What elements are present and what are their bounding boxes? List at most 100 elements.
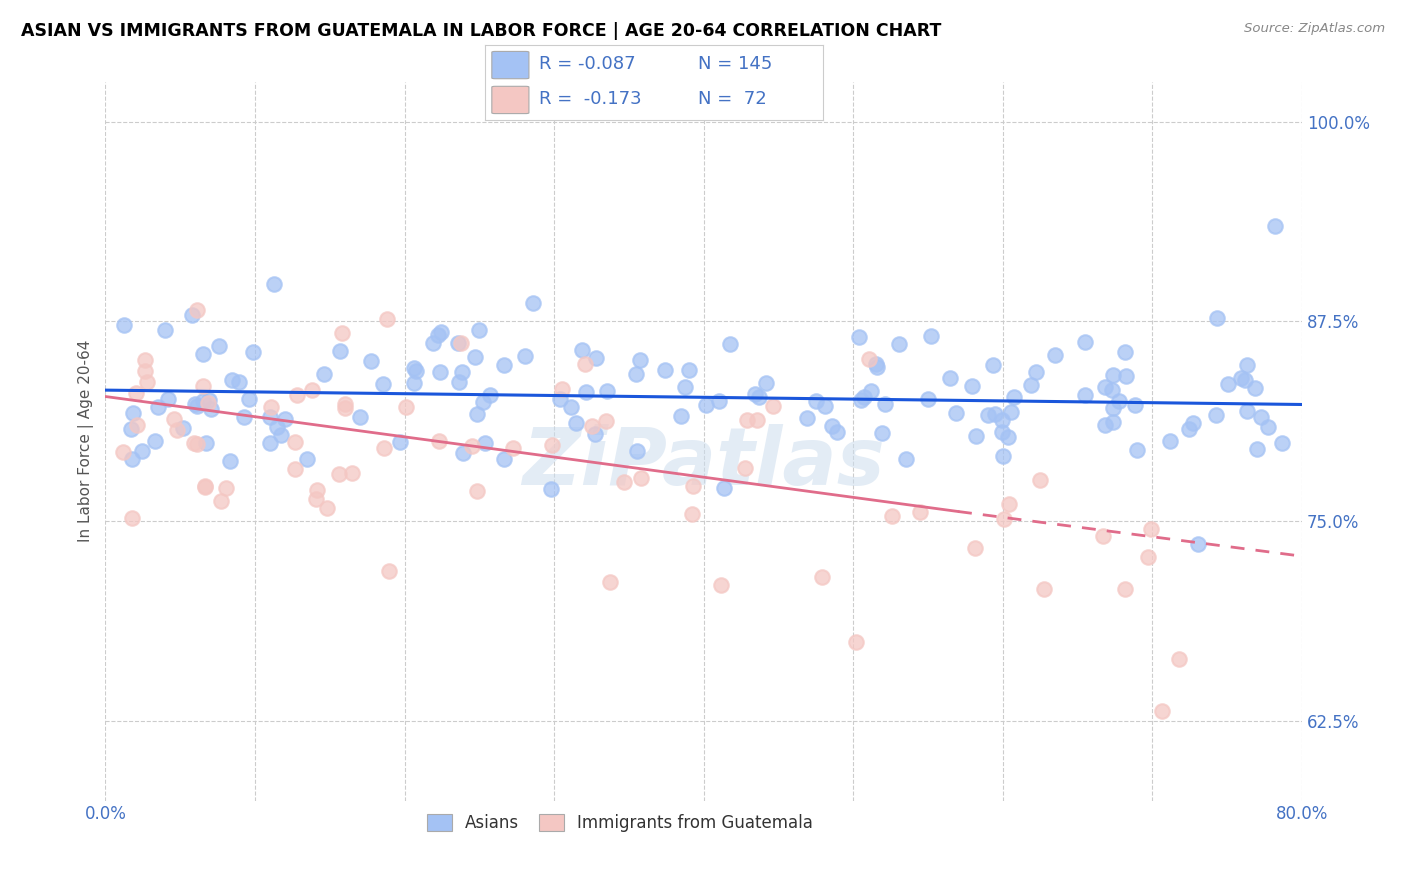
Point xyxy=(1250,409,1272,424)
Point xyxy=(479,387,502,401)
Point xyxy=(422,335,444,350)
Point xyxy=(1264,219,1286,233)
Point xyxy=(120,422,142,436)
Point xyxy=(427,434,450,448)
Point xyxy=(474,436,496,450)
Point xyxy=(744,387,766,401)
Point xyxy=(870,425,893,440)
Point xyxy=(263,277,285,291)
Point xyxy=(865,357,887,371)
Point xyxy=(200,401,222,416)
Point xyxy=(565,416,588,430)
Point xyxy=(682,479,704,493)
Point xyxy=(599,575,621,590)
Point xyxy=(464,350,486,364)
Point xyxy=(163,412,186,426)
Point xyxy=(285,388,308,402)
Point xyxy=(312,367,335,381)
Text: R = -0.087: R = -0.087 xyxy=(538,55,636,73)
Point xyxy=(673,380,696,394)
Point xyxy=(315,500,337,515)
Point xyxy=(184,397,207,411)
Point xyxy=(121,452,143,467)
Point xyxy=(494,358,516,372)
Point xyxy=(1108,394,1130,409)
Point xyxy=(181,308,204,322)
Point xyxy=(991,449,1014,463)
Point xyxy=(583,426,606,441)
Point xyxy=(122,406,145,420)
Point xyxy=(136,375,159,389)
Point xyxy=(186,303,208,318)
Point xyxy=(1236,404,1258,418)
Point xyxy=(550,382,572,396)
Point xyxy=(596,384,619,398)
Point xyxy=(1102,401,1125,415)
Point xyxy=(1271,435,1294,450)
Point xyxy=(274,412,297,426)
Point xyxy=(745,412,768,426)
Point xyxy=(427,328,450,343)
Point xyxy=(908,505,931,519)
Point xyxy=(887,337,910,351)
Point xyxy=(502,441,524,455)
Text: ASIAN VS IMMIGRANTS FROM GUATEMALA IN LABOR FORCE | AGE 20-64 CORRELATION CHART: ASIAN VS IMMIGRANTS FROM GUATEMALA IN LA… xyxy=(21,22,942,40)
Point xyxy=(681,507,703,521)
Point xyxy=(405,364,427,378)
Point xyxy=(186,399,208,413)
Point xyxy=(821,418,844,433)
Point xyxy=(522,296,544,310)
Point xyxy=(560,400,582,414)
Point xyxy=(305,492,328,507)
Point xyxy=(328,467,350,481)
Point xyxy=(945,406,967,420)
Point xyxy=(762,399,785,413)
Point xyxy=(875,396,897,410)
Point xyxy=(695,398,717,412)
Point xyxy=(735,413,758,427)
Point xyxy=(1114,344,1136,359)
Text: ZiPatlas: ZiPatlas xyxy=(523,424,884,502)
Point xyxy=(465,407,488,421)
Point xyxy=(1102,368,1125,382)
Point xyxy=(266,420,288,434)
Point xyxy=(112,445,135,459)
Point xyxy=(447,335,470,350)
Point xyxy=(825,425,848,439)
Point xyxy=(513,349,536,363)
Point xyxy=(301,383,323,397)
Point xyxy=(811,570,834,584)
Point xyxy=(375,312,398,326)
Point xyxy=(333,401,356,416)
Point xyxy=(134,364,156,378)
Point xyxy=(134,353,156,368)
Point xyxy=(1125,443,1147,458)
Point xyxy=(378,564,401,578)
Point xyxy=(585,351,607,365)
Point xyxy=(330,326,353,340)
Point xyxy=(896,452,918,467)
Point xyxy=(1102,415,1125,429)
Point xyxy=(259,409,281,424)
Y-axis label: In Labor Force | Age 20-64: In Labor Force | Age 20-64 xyxy=(79,340,94,542)
Point xyxy=(270,427,292,442)
Point xyxy=(1159,434,1181,448)
Point xyxy=(404,361,426,376)
Point xyxy=(492,451,515,466)
Point xyxy=(209,494,232,508)
Point xyxy=(917,392,939,407)
Point xyxy=(349,409,371,424)
Point xyxy=(654,363,676,377)
Point xyxy=(1019,377,1042,392)
Point xyxy=(191,347,214,361)
Point xyxy=(329,344,352,359)
Point xyxy=(153,323,176,337)
Point xyxy=(1073,335,1095,350)
Point xyxy=(990,425,1012,439)
Point xyxy=(1246,442,1268,457)
Point xyxy=(194,480,217,494)
Point xyxy=(1101,383,1123,397)
Point xyxy=(960,379,983,393)
Point xyxy=(860,384,883,398)
Point xyxy=(574,357,596,371)
